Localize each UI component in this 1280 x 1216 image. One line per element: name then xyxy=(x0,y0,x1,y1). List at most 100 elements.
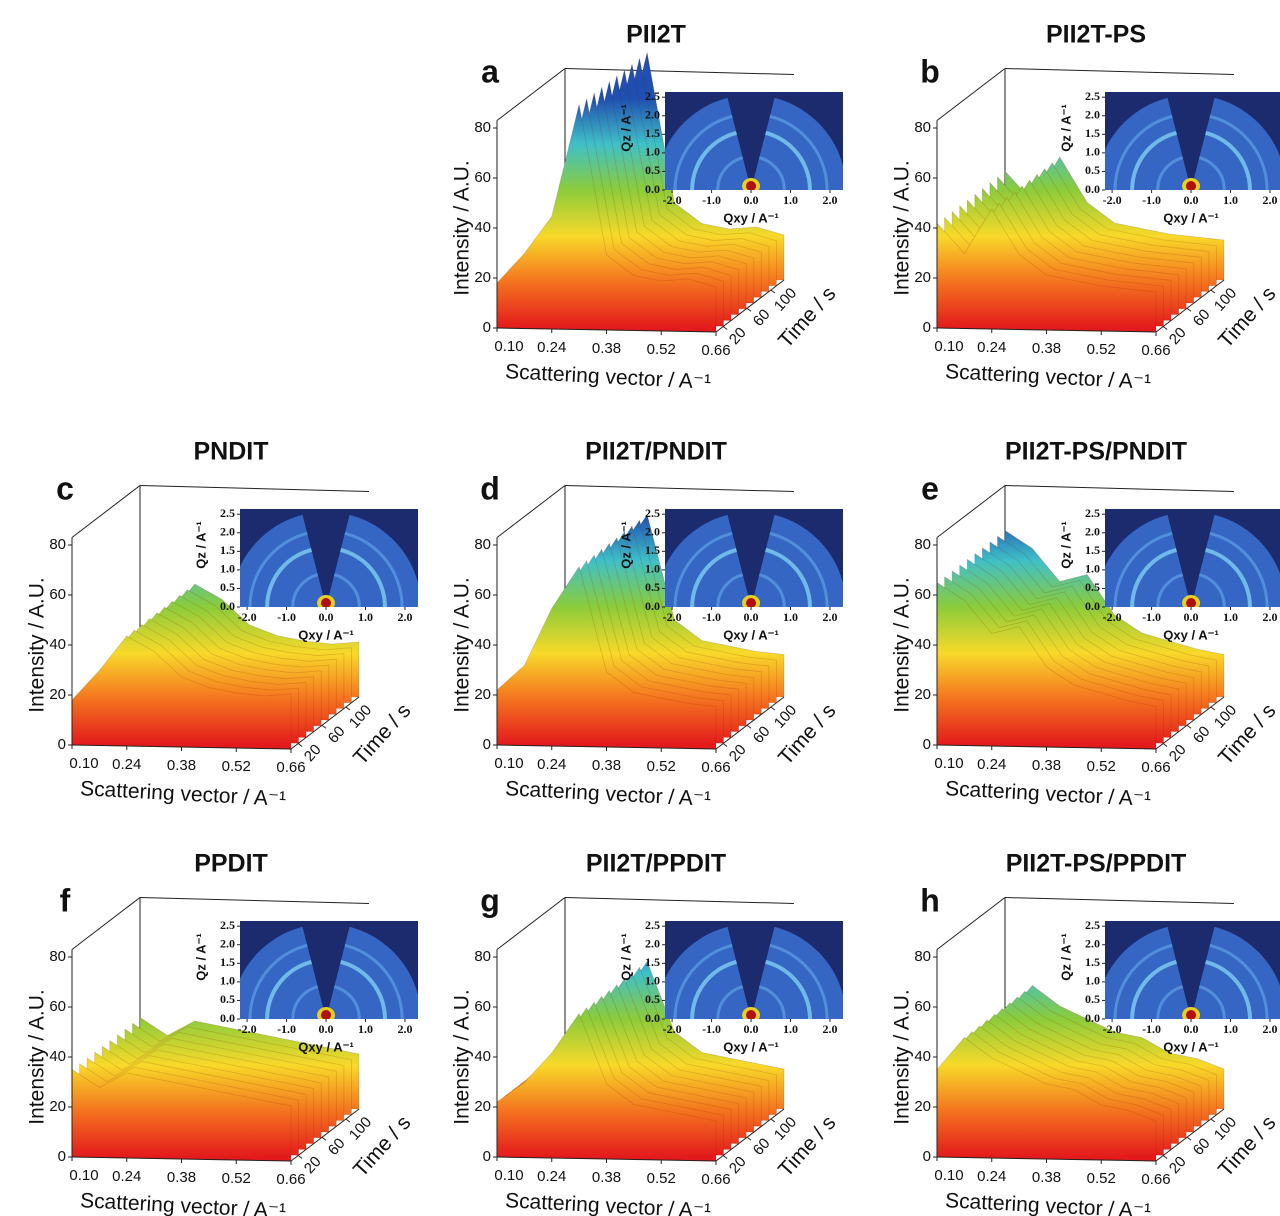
x-tick-label: 0.66 xyxy=(701,342,730,359)
inset-x-tick-label: -1.0 xyxy=(702,610,721,624)
inset-beam-core xyxy=(746,181,757,190)
inset-y-tick-label: 1.5 xyxy=(645,955,660,969)
panel-title: PII2T xyxy=(626,21,686,49)
inset-y-tick-label: 2.5 xyxy=(645,89,660,103)
inset-x-tick-label: -2.0 xyxy=(1103,1022,1122,1036)
panel-title: PII2T-PS xyxy=(1046,21,1146,49)
panel-letter: c xyxy=(56,470,74,506)
y-tick-label: 0 xyxy=(58,1148,66,1165)
inset-y-tick-label: 1.0 xyxy=(1085,145,1100,159)
inset-x-tick-label: 1.0 xyxy=(358,1022,373,1036)
time-tick-label: 100 xyxy=(1211,702,1240,732)
inset-y-tick-label: 2.5 xyxy=(645,506,660,520)
x-tick-label: 0.52 xyxy=(647,341,676,358)
time-tick xyxy=(746,724,752,729)
inset-wedge xyxy=(1166,509,1217,607)
inset-x-tick-label: 2.0 xyxy=(1262,1022,1277,1036)
time-tick xyxy=(297,1155,303,1159)
inset-y-tick-label: 2.5 xyxy=(645,918,660,932)
inset-y-tick-label: 2.5 xyxy=(1085,89,1100,103)
y-tick-label: 60 xyxy=(49,998,66,1015)
y-tick-label: 60 xyxy=(914,169,931,186)
x-axis-label: Scattering vector / A⁻¹ xyxy=(945,1189,1152,1216)
x-axis-label: Scattering vector / A⁻¹ xyxy=(945,360,1152,394)
inset-y-tick-label: 1.0 xyxy=(645,974,660,988)
inset-wedge xyxy=(1166,92,1217,190)
surface-layer xyxy=(496,566,717,750)
inset-x-tick-label: -2.0 xyxy=(663,610,682,624)
panel-letter: h xyxy=(920,882,940,918)
inset-y-tick-label: 0.0 xyxy=(645,1011,660,1025)
y-axis-label: Intensity / A.U. xyxy=(26,577,49,712)
y-tick-label: 80 xyxy=(914,536,931,553)
inset-y-tick-label: 0.5 xyxy=(645,580,660,594)
y-tick-label: 60 xyxy=(474,586,491,603)
time-tick xyxy=(1186,1136,1192,1141)
box-edge xyxy=(496,68,566,121)
inset-y-tick-label: 1.0 xyxy=(645,145,660,159)
time-axis xyxy=(715,279,785,333)
inset-x-tick-label: 2.0 xyxy=(397,1022,412,1036)
inset-image xyxy=(665,921,843,1019)
inset-y-label: Qz / A⁻¹ xyxy=(1058,521,1073,569)
time-axis xyxy=(290,696,360,750)
inset-x-tick-label: 0.0 xyxy=(319,610,334,624)
y-tick-label: 40 xyxy=(474,219,491,236)
inset-wedge xyxy=(301,509,352,607)
y-tick-label: 60 xyxy=(49,586,66,603)
x-tick-label: 0.66 xyxy=(701,759,730,776)
inset-image xyxy=(665,92,843,190)
time-tick-label: 60 xyxy=(1190,306,1214,330)
time-tick xyxy=(746,307,752,312)
inset-x-label: Qxy / A⁻¹ xyxy=(723,210,779,225)
time-tick-label: 100 xyxy=(346,702,375,732)
inset-wedge xyxy=(1166,921,1217,1019)
y-tick-label: 40 xyxy=(914,1048,931,1065)
x-tick-label: 0.38 xyxy=(1032,1169,1061,1186)
inset-x-tick-label: 1.0 xyxy=(783,610,798,624)
time-axis xyxy=(715,696,785,750)
inset-x-tick-label: 0.0 xyxy=(1184,193,1199,207)
x-tick-label: 0.10 xyxy=(934,1167,963,1184)
inset-y-tick-label: 2.5 xyxy=(220,918,235,932)
time-axis xyxy=(290,1108,360,1162)
inset-x-tick-label: 2.0 xyxy=(1262,610,1277,624)
inset-y-tick-label: 0.5 xyxy=(1085,580,1100,594)
inset-image xyxy=(665,509,843,607)
y-tick-label: 20 xyxy=(474,686,491,703)
time-tick-label: 100 xyxy=(771,285,800,315)
inset-x-tick-label: -1.0 xyxy=(277,610,296,624)
inset-y-tick-label: 2.0 xyxy=(220,525,235,539)
x-tick-label: 0.24 xyxy=(112,756,141,773)
inset-beam-core xyxy=(1186,598,1197,607)
x-tick-label: 0.66 xyxy=(701,1171,730,1188)
time-tick xyxy=(321,1136,327,1141)
inset-y-tick-label: 1.0 xyxy=(220,562,235,576)
inset-y-tick-label: 1.5 xyxy=(645,126,660,140)
inset-y-tick-label: 0.0 xyxy=(1085,599,1100,613)
x-tick-label: 0.24 xyxy=(977,1168,1006,1185)
y-tick-label: 20 xyxy=(914,1098,931,1115)
box-edge xyxy=(564,897,795,904)
inset-beam-core xyxy=(321,598,332,607)
y-tick-label: 20 xyxy=(914,686,931,703)
x-tick-label: 0.38 xyxy=(167,757,196,774)
x-tick-label: 0.66 xyxy=(1141,342,1170,359)
x-axis-label: Scattering vector / A⁻¹ xyxy=(945,777,1152,811)
inset-x-tick-label: -2.0 xyxy=(238,610,257,624)
x-tick-label: 0.38 xyxy=(1032,340,1061,357)
x-tick-label: 0.38 xyxy=(592,757,621,774)
time-tick xyxy=(770,289,776,294)
inset-x-tick-label: 1.0 xyxy=(783,1022,798,1036)
x-tick-label: 0.10 xyxy=(69,755,98,772)
y-tick-label: 20 xyxy=(474,269,491,286)
x-tick-label: 0.24 xyxy=(537,756,566,773)
time-tick xyxy=(1162,1155,1168,1159)
x-tick-label: 0.52 xyxy=(222,758,251,775)
time-tick xyxy=(722,326,728,330)
